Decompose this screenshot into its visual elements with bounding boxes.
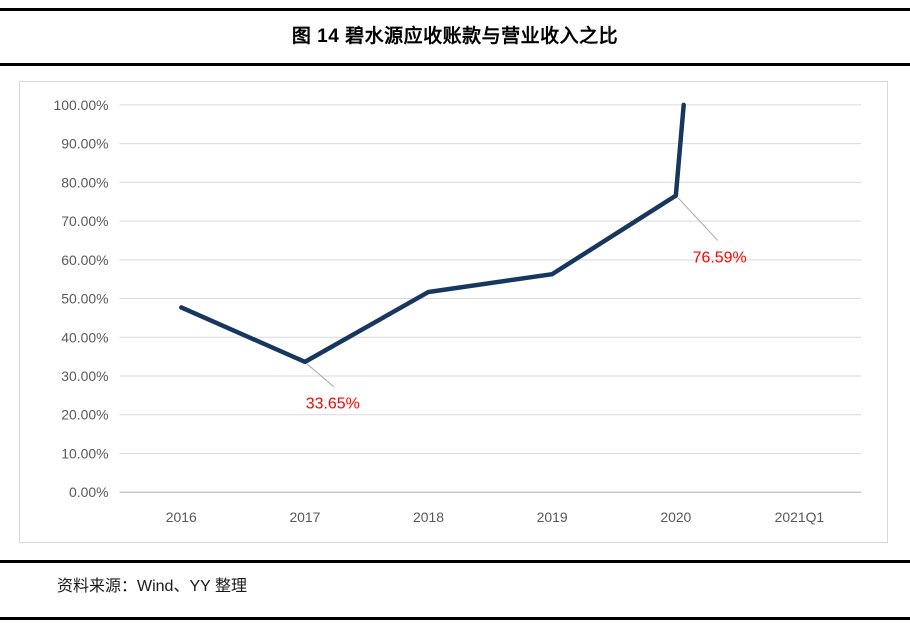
data-label: 33.65% <box>306 396 360 413</box>
x-tick-label: 2017 <box>289 509 320 525</box>
y-tick-label: 30.00% <box>61 368 108 384</box>
title-divider <box>0 63 910 66</box>
chart-area: 100.00% 90.00% 80.00% 70.00% 60.00% 50.00% 40.… <box>19 81 888 543</box>
y-tick-label: 20.00% <box>61 407 108 423</box>
y-tick-label: 0.00% <box>69 484 108 500</box>
x-tick-label: 2021Q1 <box>775 509 825 525</box>
x-tick-label: 2020 <box>660 509 691 525</box>
top-divider <box>0 8 910 11</box>
y-tick-label: 90.00% <box>61 136 108 152</box>
callout-leader-line <box>306 363 335 388</box>
data-series-line <box>179 102 686 365</box>
line-chart: 100.00% 90.00% 80.00% 70.00% 60.00% 50.00% 40.… <box>54 97 862 525</box>
y-tick-label: 50.00% <box>61 291 108 307</box>
x-tick-label: 2018 <box>413 509 444 525</box>
figure-title: 图 14 碧水源应收账款与营业收入之比 <box>291 26 619 47</box>
y-tick-label: 10.00% <box>61 445 108 461</box>
y-tick-label: 100.00% <box>54 97 109 113</box>
source-note: 资料来源：Wind、YY 整理 <box>57 578 247 595</box>
callout-leader-line <box>677 197 719 241</box>
data-label: 76.59% <box>693 249 747 266</box>
x-tick-label: 2019 <box>537 509 568 525</box>
bottom-divider <box>0 617 910 620</box>
y-tick-label: 80.00% <box>61 174 108 190</box>
x-tick-label: 2016 <box>166 509 197 525</box>
y-tick-label: 60.00% <box>61 252 108 268</box>
y-tick-label: 70.00% <box>61 213 108 229</box>
chart-divider <box>0 560 910 563</box>
y-tick-label: 40.00% <box>61 329 108 345</box>
